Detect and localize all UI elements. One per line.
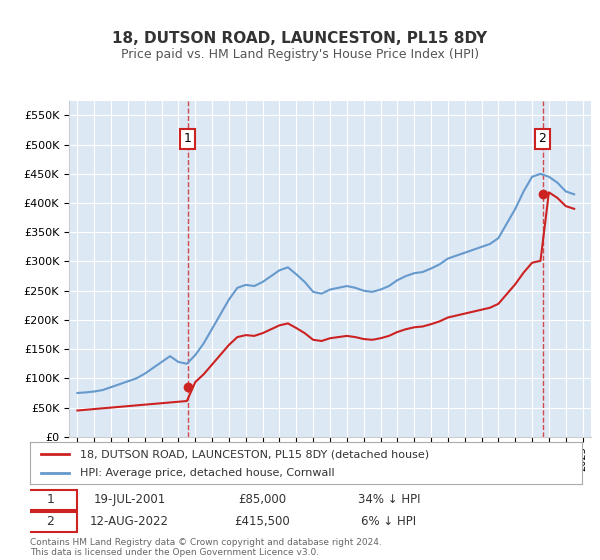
Text: 18, DUTSON ROAD, LAUNCESTON, PL15 8DY (detached house): 18, DUTSON ROAD, LAUNCESTON, PL15 8DY (d…	[80, 449, 429, 459]
Text: 2: 2	[539, 132, 547, 145]
FancyBboxPatch shape	[25, 512, 77, 532]
Text: Price paid vs. HM Land Registry's House Price Index (HPI): Price paid vs. HM Land Registry's House …	[121, 48, 479, 60]
FancyBboxPatch shape	[25, 489, 77, 510]
Text: £415,500: £415,500	[234, 515, 290, 529]
Text: 19-JUL-2001: 19-JUL-2001	[93, 493, 166, 506]
Text: 18, DUTSON ROAD, LAUNCESTON, PL15 8DY: 18, DUTSON ROAD, LAUNCESTON, PL15 8DY	[112, 31, 488, 46]
Text: 1: 1	[184, 132, 191, 145]
Text: 6% ↓ HPI: 6% ↓ HPI	[361, 515, 416, 529]
Text: 12-AUG-2022: 12-AUG-2022	[90, 515, 169, 529]
Text: Contains HM Land Registry data © Crown copyright and database right 2024.
This d: Contains HM Land Registry data © Crown c…	[30, 538, 382, 557]
Text: 2: 2	[46, 515, 55, 529]
Text: 34% ↓ HPI: 34% ↓ HPI	[358, 493, 420, 506]
Text: £85,000: £85,000	[238, 493, 286, 506]
Text: HPI: Average price, detached house, Cornwall: HPI: Average price, detached house, Corn…	[80, 468, 334, 478]
Text: 1: 1	[46, 493, 55, 506]
